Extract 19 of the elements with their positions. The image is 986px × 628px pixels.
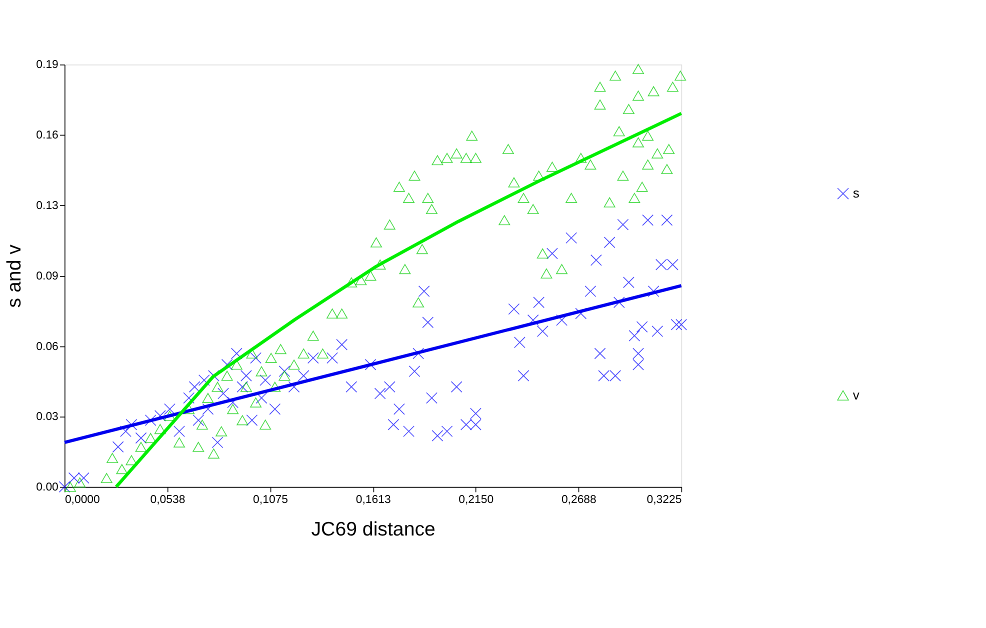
y-tick-label: 0.09 — [36, 270, 58, 282]
y-tick-label: 0.19 — [36, 59, 58, 72]
x-tick-label: 0,0000 — [64, 494, 100, 506]
x-tick-label: 0,2688 — [561, 494, 596, 506]
x-tick-label: 0,1613 — [356, 494, 391, 506]
y-tick-label: 0.06 — [36, 340, 58, 353]
line-series — [114, 112, 683, 489]
x-axis-title: JC69 distance — [311, 518, 436, 540]
legend-label: v — [852, 387, 860, 402]
y-tick-label: 0.16 — [36, 130, 58, 142]
y-axis-title: s and v — [4, 244, 26, 308]
y-tick-label: 0.00 — [36, 482, 58, 494]
y-tick-label: 0.13 — [36, 200, 58, 212]
x-tick-label: 0,0538 — [150, 494, 186, 506]
y-tick-label: 0.03 — [36, 411, 58, 424]
x-tick-label: 0,3225 — [646, 494, 682, 506]
x-tick-label: 0,2150 — [458, 494, 494, 506]
x-tick-label: 0,1075 — [253, 494, 288, 506]
legend-label: s — [852, 186, 860, 201]
